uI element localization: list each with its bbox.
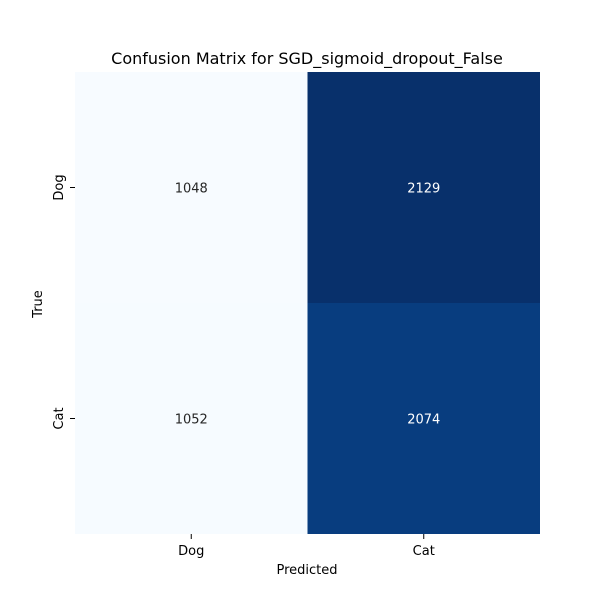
heatmap-cell-1-1 [307,303,540,534]
x-tick-label-0: Dog [178,544,204,559]
heatmap-cells [75,72,540,534]
y-tick-label-1: Cat [52,407,67,429]
y-axis-label: True [31,290,46,319]
heatmap-cell-0-1 [307,72,540,303]
cell-value-0-0: 1048 [175,182,208,197]
cell-value-1-0: 1052 [175,413,208,428]
heatmap-cell-0-0 [75,72,308,303]
x-axis-label: Predicted [276,563,337,578]
cell-value-0-1: 2129 [407,182,440,197]
cell-value-labels: 1048 2129 1052 2074 [175,182,441,428]
cell-value-1-1: 2074 [407,413,440,428]
axis-ticks: Dog Cat Dog Cat [52,174,435,559]
x-tick-label-1: Cat [413,544,435,559]
chart-title: Confusion Matrix for SGD_sigmoid_dropout… [111,49,503,69]
y-tick-label-0: Dog [52,174,67,200]
heatmap-cell-1-0 [75,303,308,534]
